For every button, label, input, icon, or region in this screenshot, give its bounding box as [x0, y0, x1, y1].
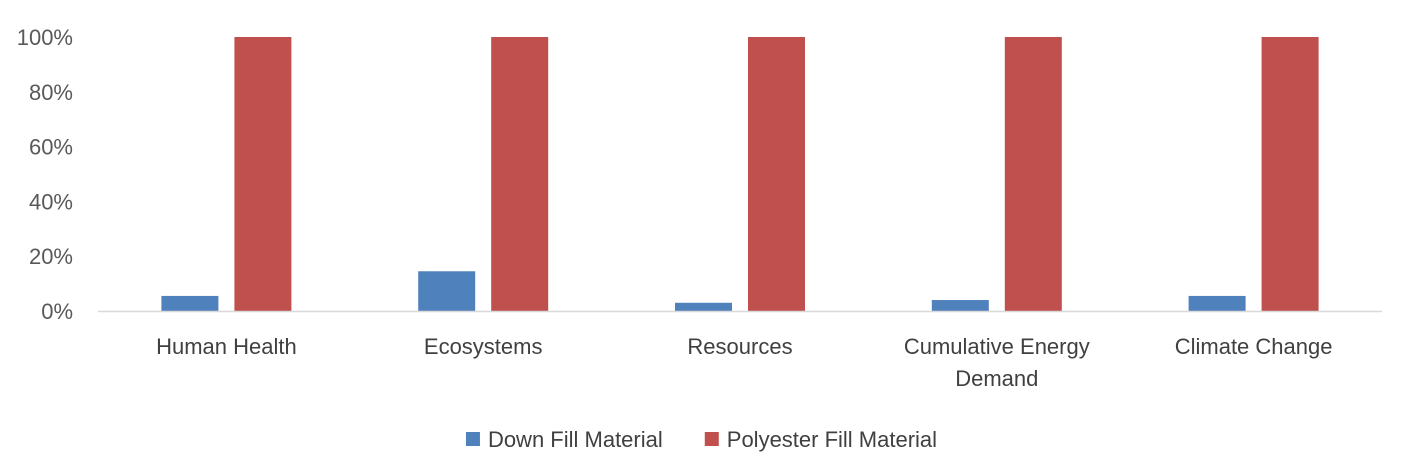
bar-polyester-fill-material	[491, 37, 549, 311]
bar-down-fill-material	[418, 271, 476, 311]
bar-polyester-fill-material	[748, 37, 805, 311]
bar-polyester-fill-material	[1261, 37, 1319, 311]
y-tick-label: 0%	[41, 299, 73, 324]
x-tick-label: Demand	[955, 366, 1038, 391]
bars	[161, 37, 1319, 311]
x-axis: Human Health Ecosystems Resources Cumulativ…	[98, 310, 1382, 391]
legend-swatch	[704, 432, 719, 446]
legend: Down Fill Material Polyester Fill Materia…	[465, 427, 937, 452]
bar-polyester-fill-material	[1004, 37, 1062, 311]
legend-label: Down Fill Material	[488, 427, 663, 452]
x-tick-label: Climate Change	[1175, 334, 1333, 359]
legend-label: Polyester Fill Material	[727, 427, 937, 452]
y-tick-label: 20%	[29, 244, 73, 269]
bar-down-fill-material	[161, 295, 219, 311]
bar-down-fill-material	[931, 300, 989, 311]
y-tick-label: 60%	[29, 135, 73, 160]
y-tick-label: 100%	[17, 25, 73, 50]
y-axis: 0% 20% 40% 60% 80% 100%	[17, 25, 73, 324]
x-tick-label: Human Health	[156, 334, 297, 359]
y-tick-label: 40%	[29, 189, 73, 214]
bar-down-fill-material	[1188, 295, 1246, 311]
legend-swatch	[465, 432, 480, 446]
bar-polyester-fill-material	[234, 37, 292, 311]
bar-down-fill-material	[675, 302, 732, 311]
x-tick-label: Ecosystems	[424, 334, 543, 359]
x-tick-label: Resources	[687, 334, 792, 359]
x-tick-label: Cumulative Energy	[904, 334, 1090, 359]
y-tick-label: 80%	[29, 80, 73, 105]
